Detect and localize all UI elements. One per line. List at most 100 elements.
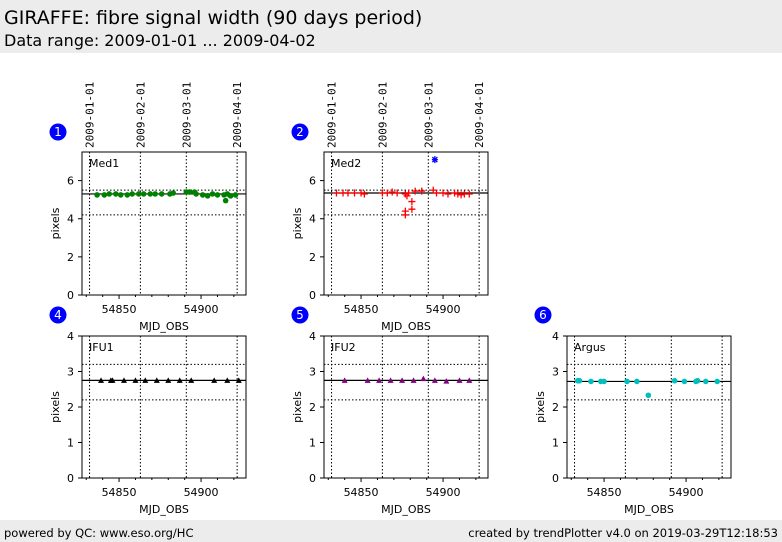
data-point xyxy=(222,197,229,204)
data-point xyxy=(94,192,100,198)
y-tick-label: 1 xyxy=(552,437,559,450)
axes-frame xyxy=(81,335,247,479)
data-point xyxy=(165,377,172,383)
data-point xyxy=(112,191,119,197)
data-point xyxy=(714,378,721,385)
data-point xyxy=(411,187,419,195)
data-point xyxy=(158,191,165,197)
x-tick-label: 54900 xyxy=(669,486,704,499)
y-tick-label: 2 xyxy=(309,401,316,414)
data-point xyxy=(357,189,365,197)
x-tick-label: 54850 xyxy=(344,303,379,316)
panel-6: 6 Argus 0 1 2 3 4 54850 54900 MJD_OBS pixels xyxy=(534,306,732,516)
x-tick-label: 54850 xyxy=(344,486,379,499)
data-point xyxy=(376,377,383,383)
outlier-point xyxy=(431,156,438,164)
axes-frame xyxy=(566,335,732,479)
data-point xyxy=(152,191,158,197)
y-tick-label: 6 xyxy=(309,175,316,188)
x-tick-label: 54850 xyxy=(102,303,137,316)
data-point xyxy=(443,378,450,384)
y-tick-label: 0 xyxy=(67,472,74,485)
axes-frame xyxy=(323,151,489,296)
data-point xyxy=(140,191,147,197)
header-bar: GIRAFFE: fibre signal width (90 days per… xyxy=(0,0,782,53)
data-point xyxy=(153,377,160,383)
x-axis-label: MJD_OBS xyxy=(624,503,674,516)
y-tick-label: 2 xyxy=(552,401,559,414)
y-tick-label: 2 xyxy=(309,251,316,264)
data-point xyxy=(214,192,221,198)
y-tick-label: 2 xyxy=(67,401,74,414)
data-point xyxy=(408,205,416,213)
date-tick-label: 2009-02-01 xyxy=(376,82,389,148)
axes-frame xyxy=(323,335,489,479)
data-point xyxy=(451,189,459,197)
data-point xyxy=(176,377,183,383)
data-point xyxy=(132,377,139,383)
x-tick-label: 54900 xyxy=(184,486,219,499)
x-axis-label: MJD_OBS xyxy=(381,503,431,516)
footer-powered-by: powered by QC: www.eso.org/HC xyxy=(4,526,194,540)
y-tick-label: 4 xyxy=(67,330,74,343)
data-point xyxy=(645,392,652,399)
panel-number: 4 xyxy=(54,308,62,322)
date-tick-label: 2009-04-01 xyxy=(231,82,244,148)
data-point xyxy=(193,191,199,197)
x-tick-label: 54900 xyxy=(426,486,461,499)
footer-created-by: created by trendPlotter v4.0 on 2019-03-… xyxy=(468,526,778,540)
y-tick-label: 1 xyxy=(67,437,74,450)
data-point xyxy=(170,190,176,196)
data-point xyxy=(341,377,348,383)
panel-label: IFU1 xyxy=(89,341,114,354)
panel-number: 5 xyxy=(296,308,304,322)
y-tick-label: 0 xyxy=(309,472,316,485)
data-point xyxy=(147,191,154,197)
axes-frame xyxy=(81,151,247,296)
x-axis-label: MJD_OBS xyxy=(139,503,189,516)
data-point xyxy=(211,377,218,383)
data-point xyxy=(399,377,406,383)
y-axis-label: pixels xyxy=(291,391,304,423)
data-point xyxy=(439,189,447,197)
data-point xyxy=(624,378,630,385)
data-point xyxy=(457,191,465,199)
data-point xyxy=(224,377,231,383)
y-axis-label: pixels xyxy=(49,207,62,239)
data-point xyxy=(186,189,193,195)
data-point xyxy=(401,211,409,219)
panel-1: 1 2009-01-01 2009-02-01 2009-03-01 2009-04-0… xyxy=(49,82,247,333)
x-tick-label: 54900 xyxy=(426,303,461,316)
y-tick-label: 4 xyxy=(67,213,74,226)
panel-number-badge xyxy=(534,306,552,324)
data-point xyxy=(360,190,368,198)
data-point xyxy=(393,189,401,197)
data-point xyxy=(188,377,195,383)
date-tick-label: 2009-03-01 xyxy=(180,82,193,148)
data-point xyxy=(465,190,473,198)
date-tick-label: 2009-04-01 xyxy=(473,82,486,148)
panel-label: Argus xyxy=(574,341,606,354)
data-point xyxy=(235,377,242,383)
data-point xyxy=(588,378,594,385)
data-point xyxy=(109,377,116,383)
data-point xyxy=(344,189,352,197)
x-tick-label: 54900 xyxy=(184,303,219,316)
data-point xyxy=(364,377,371,383)
y-tick-label: 0 xyxy=(309,289,316,302)
data-point xyxy=(124,192,131,198)
y-axis-label: pixels xyxy=(291,207,304,239)
panel-label: Med2 xyxy=(331,157,361,170)
page-title: GIRAFFE: fibre signal width (90 days per… xyxy=(4,7,423,29)
data-point xyxy=(120,377,127,383)
data-point xyxy=(209,191,216,197)
data-point xyxy=(601,378,607,385)
x-tick-label: 54850 xyxy=(587,486,622,499)
data-point xyxy=(702,378,709,385)
data-point xyxy=(351,189,359,197)
y-tick-label: 6 xyxy=(67,175,74,188)
data-point xyxy=(142,377,149,383)
data-point xyxy=(204,193,211,199)
panel-label: Med1 xyxy=(89,157,119,170)
date-tick-label: 2009-01-01 xyxy=(326,82,339,148)
